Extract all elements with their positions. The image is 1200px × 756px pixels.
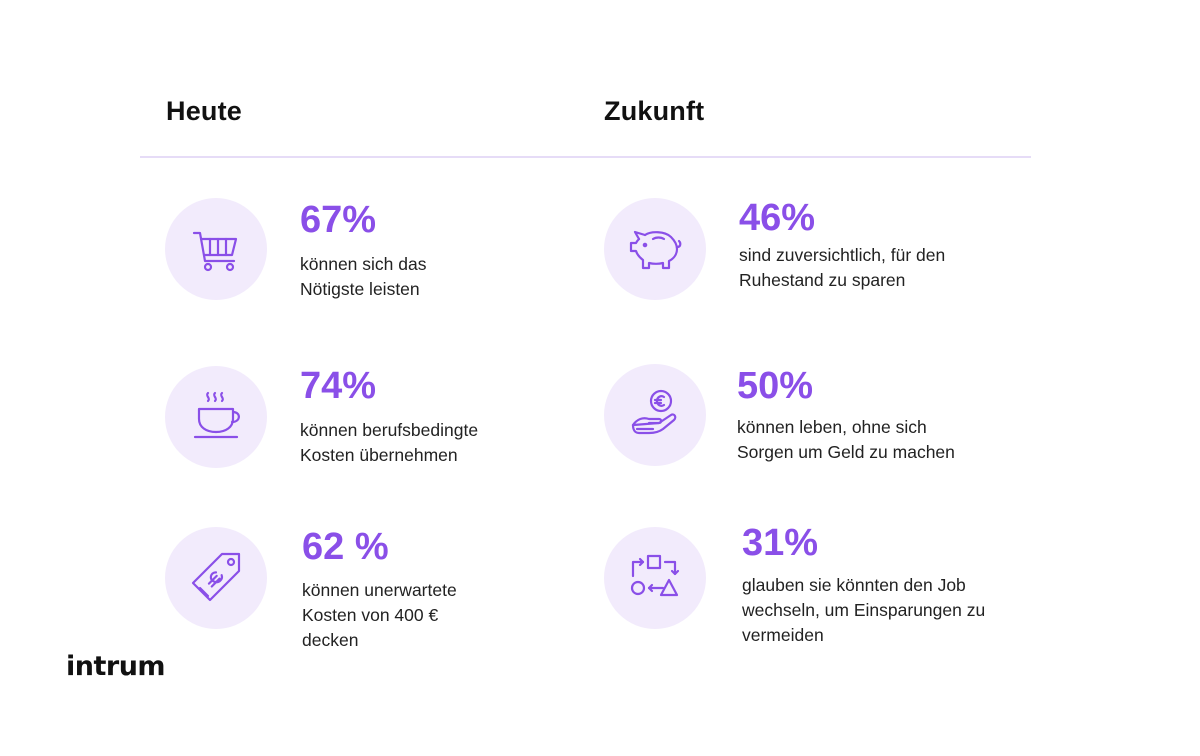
hand-euro-coin-icon: [631, 389, 677, 435]
heading-future: Zukunft: [604, 96, 705, 126]
stat-description: können unerwartete Kosten von 400 € deck…: [302, 578, 602, 653]
stat-description-line: vermeiden: [742, 625, 824, 645]
coffee-cup-icon: [193, 391, 240, 439]
icon-circle: [165, 527, 267, 629]
stat-description-line: wechseln, um Einsparungen zu: [742, 600, 986, 620]
header-divider: [140, 156, 1031, 158]
stat-description-line: Nötigste leisten: [300, 279, 420, 299]
stat-percentage: 74%: [300, 365, 377, 407]
stat-item: 74% können berufsbedingte Kosten überneh…: [165, 364, 585, 504]
stat-description-line: können sich das: [300, 254, 427, 274]
stat-percentage: 31%: [742, 522, 819, 564]
stat-description-line: glauben sie könnten den Job: [742, 575, 966, 595]
shapes-exchange-icon: [630, 554, 680, 597]
stat-percentage: 67%: [300, 199, 377, 241]
stat-description-line: können unerwartete: [302, 580, 457, 600]
icon-circle: [165, 198, 267, 300]
icon-circle: [604, 198, 706, 300]
stat-item: 62 % können unerwartete Kosten von 400 €…: [165, 525, 585, 665]
stat-item: 50% können leben, ohne sich Sorgen um Ge…: [604, 364, 1024, 504]
shopping-cart-icon: [192, 231, 238, 272]
stat-description-line: Sorgen um Geld zu machen: [737, 442, 955, 462]
icon-circle: [604, 527, 706, 629]
stat-description: können leben, ohne sich Sorgen um Geld z…: [737, 415, 1037, 465]
intrum-logo: intrum: [66, 651, 166, 682]
icon-circle: [165, 366, 267, 468]
heading-today: Heute: [166, 96, 243, 126]
stat-item: 46% sind zuversichtlich, für den Ruhesta…: [604, 196, 1024, 336]
stat-description-line: sind zuversichtlich, für den: [739, 245, 946, 265]
stat-percentage: 62 %: [302, 526, 389, 568]
stat-description: können berufsbedingte Kosten übernehmen: [300, 418, 600, 468]
stat-percentage: 46%: [739, 197, 816, 239]
stat-description-line: können leben, ohne sich: [737, 417, 927, 437]
stat-description: sind zuversichtlich, für den Ruhestand z…: [739, 243, 1039, 293]
stat-item: 67% können sich das Nötigste leisten: [165, 198, 585, 338]
icon-circle: [604, 364, 706, 466]
stat-description: können sich das Nötigste leisten: [300, 252, 600, 302]
stat-description-line: decken: [302, 630, 359, 650]
stat-description: glauben sie könnten den Job wechseln, um…: [742, 573, 1042, 648]
piggy-bank-icon: [629, 230, 682, 270]
stat-description-line: Kosten übernehmen: [300, 445, 458, 465]
stat-percentage: 50%: [737, 365, 814, 407]
stat-description-line: können berufsbedingte: [300, 420, 479, 440]
stat-item: 31% glauben sie könnten den Job wechseln…: [604, 521, 1024, 661]
stat-description-line: Kosten von 400 €: [302, 605, 439, 625]
stat-description-line: Ruhestand zu sparen: [739, 270, 906, 290]
euro-price-tag-icon: [191, 552, 241, 602]
